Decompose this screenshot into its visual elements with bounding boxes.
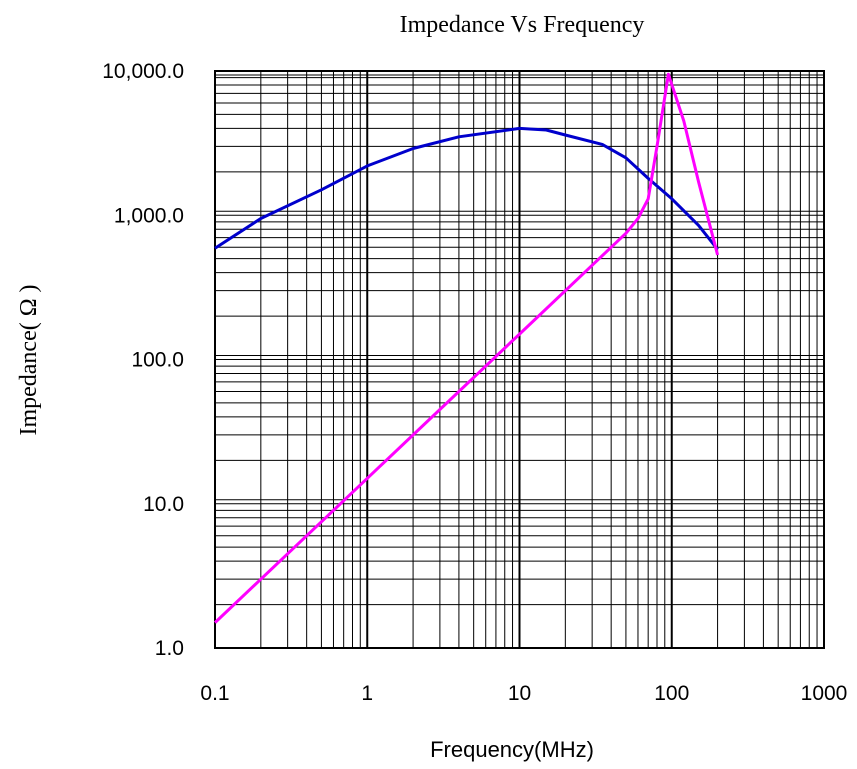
x-tick-label: 100 bbox=[654, 682, 689, 705]
series-group bbox=[213, 72, 720, 624]
y-axis-title: Impedance( Ω ) bbox=[16, 284, 42, 435]
x-axis-title: Frequency(MHz) bbox=[430, 737, 594, 762]
plot-frame bbox=[214, 70, 825, 649]
y-tick-label: 10.0 bbox=[143, 493, 184, 516]
chart-title: Impedance Vs Frequency bbox=[400, 12, 645, 38]
x-tick-label: 0.1 bbox=[200, 682, 229, 705]
y-tick-label: 10,000.0 bbox=[102, 60, 184, 83]
y-tick-label: 1,000.0 bbox=[114, 204, 184, 227]
x-tick-label: 1000 bbox=[801, 682, 848, 705]
y-tick-label: 100.0 bbox=[131, 349, 184, 372]
plot-grid bbox=[214, 70, 825, 649]
x-tick-label: 10 bbox=[508, 682, 531, 705]
x-tick-label: 1 bbox=[361, 682, 373, 705]
y-tick-label: 1.0 bbox=[155, 637, 184, 660]
tick-labels: 0.1 1 10 100 1000 1.0 10.0 100.0 1,000.0 10,000.0 bbox=[102, 60, 847, 705]
series-line-1 bbox=[214, 126, 719, 251]
series-line-2 bbox=[213, 72, 720, 624]
